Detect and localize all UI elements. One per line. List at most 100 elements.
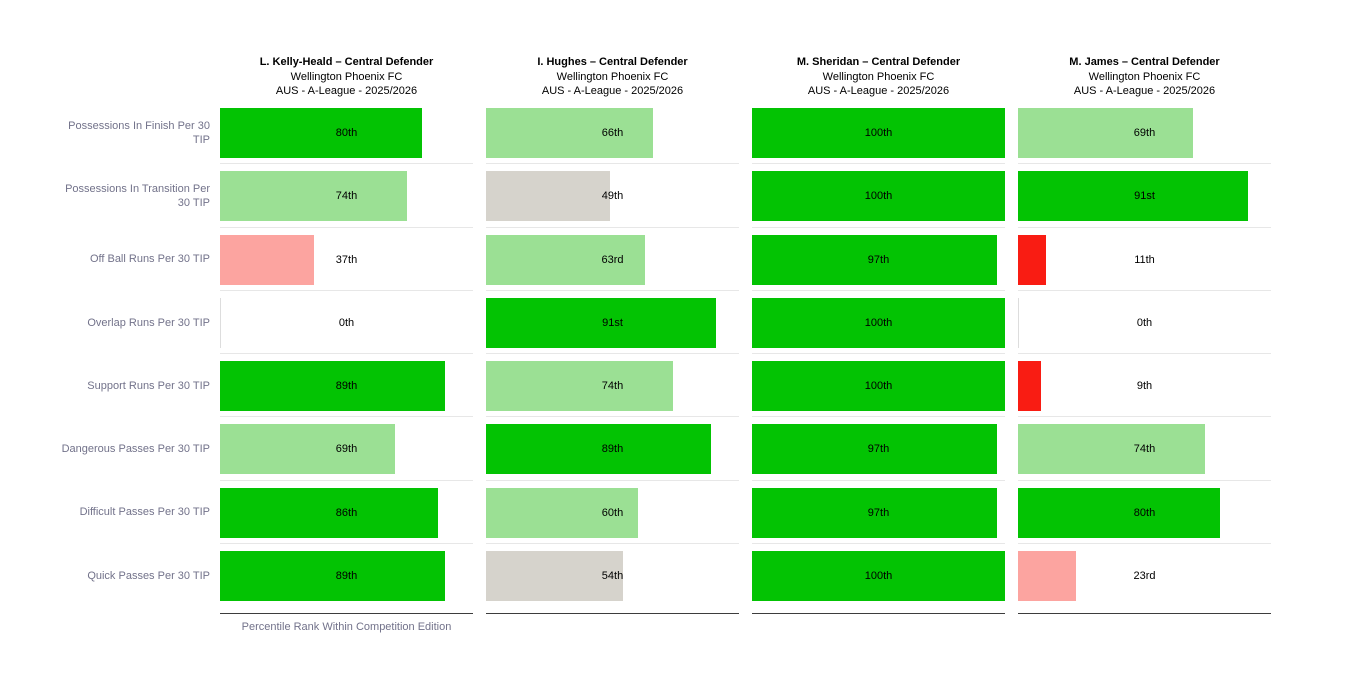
player-header: M. James – Central Defender Wellington P… bbox=[1018, 52, 1271, 101]
percentile-value-label: 49th bbox=[601, 190, 624, 203]
percentile-bar bbox=[486, 171, 610, 222]
bar-cell: 63rd bbox=[486, 228, 739, 291]
player-team: Wellington Phoenix FC bbox=[556, 70, 669, 83]
player-team: Wellington Phoenix FC bbox=[290, 70, 403, 83]
metric-label: Overlap Runs Per 30 TIP bbox=[0, 291, 210, 354]
percentile-value-label: 100th bbox=[864, 127, 893, 139]
player-name: L. Kelly-Heald – Central Defender bbox=[259, 56, 434, 68]
percentile-value-label: 80th bbox=[1133, 506, 1156, 519]
percentile-bar bbox=[486, 361, 674, 412]
bar-cell: 66th bbox=[486, 101, 739, 165]
bar-cell: 100th bbox=[752, 354, 1005, 418]
player-column: M. Sheridan – Central Defender Wellingto… bbox=[752, 52, 1005, 615]
header-spacer bbox=[0, 52, 210, 101]
bar-cell: 89th bbox=[220, 354, 473, 418]
percentile-value-label: 37th bbox=[335, 253, 358, 266]
percentile-value-label: 100th bbox=[864, 570, 893, 583]
percentile-value-label: 11th bbox=[1134, 253, 1155, 266]
percentile-value-label: 89th bbox=[601, 443, 624, 456]
percentile-value-label: 86th bbox=[335, 506, 358, 519]
percentile-value-label: 54th bbox=[601, 570, 624, 583]
x-axis-line bbox=[486, 613, 739, 615]
bar-cells: 80th 74th 37th 0th 89th 69th 86th 89th bbox=[220, 101, 473, 607]
metric-label-text: Dangerous Passes Per 30 TIP bbox=[61, 443, 210, 456]
percentile-bar bbox=[1018, 171, 1249, 222]
bar-cell: 9th bbox=[1018, 354, 1271, 418]
player-header: I. Hughes – Central Defender Wellington … bbox=[486, 52, 739, 101]
percentile-value-label: 0th bbox=[1136, 316, 1153, 329]
bar-cell: 91st bbox=[486, 291, 739, 355]
percentile-bar bbox=[1018, 234, 1046, 285]
percentile-bar bbox=[486, 424, 712, 475]
metric-label-text: Overlap Runs Per 30 TIP bbox=[87, 316, 210, 329]
metric-label: Support Runs Per 30 TIP bbox=[0, 354, 210, 417]
percentile-bar bbox=[1018, 361, 1041, 412]
bar-cell: 60th bbox=[486, 481, 739, 545]
bar-cells: 69th 91st 11th 0th 9th 74th 80th 23rd bbox=[1018, 101, 1271, 607]
percentile-bar bbox=[752, 108, 1005, 158]
metric-labels-column: Possessions In Finish Per 30 TIP Possess… bbox=[0, 52, 220, 607]
percentile-value-label: 91st bbox=[602, 316, 623, 329]
bar-cells: 100th 100th 97th 100th 100th 97th 97th 1… bbox=[752, 101, 1005, 607]
player-column: L. Kelly-Heald – Central Defender Wellin… bbox=[220, 52, 473, 615]
bar-cell: 0th bbox=[1018, 291, 1271, 355]
percentile-value-label: 97th bbox=[867, 443, 890, 456]
percentile-bar bbox=[486, 108, 653, 158]
bar-cell: 69th bbox=[1018, 101, 1271, 165]
bar-cell: 89th bbox=[220, 544, 473, 607]
percentile-value-label: 89th bbox=[335, 570, 358, 583]
percentile-bar bbox=[752, 487, 998, 538]
metric-label: Possessions In Finish Per 30 TIP bbox=[0, 101, 210, 164]
percentile-value-label: 97th bbox=[867, 253, 890, 266]
x-axis-line bbox=[1018, 613, 1271, 615]
x-axis-line bbox=[220, 613, 473, 615]
percentile-bar bbox=[220, 487, 438, 538]
percentile-bar bbox=[1018, 487, 1221, 538]
percentile-bar bbox=[486, 234, 646, 285]
percentile-value-label: 89th bbox=[335, 380, 358, 393]
percentile-bar bbox=[486, 487, 638, 538]
metric-label: Off Ball Runs Per 30 TIP bbox=[0, 228, 210, 291]
percentile-bar bbox=[220, 361, 446, 412]
percentile-bar bbox=[752, 297, 1005, 348]
bar-cell: 91st bbox=[1018, 164, 1271, 228]
metric-label: Quick Passes Per 30 TIP bbox=[0, 544, 210, 607]
percentile-value-label: 63rd bbox=[601, 253, 624, 266]
metric-label-text: Difficult Passes Per 30 TIP bbox=[79, 506, 210, 519]
percentile-value-label: 80th bbox=[335, 127, 358, 139]
metric-label-text: Possessions In Transition Per 30 TIP bbox=[65, 182, 210, 209]
bar-cell: 97th bbox=[752, 481, 1005, 545]
bar-cell: 74th bbox=[1018, 417, 1271, 481]
percentile-bar bbox=[752, 424, 998, 475]
percentile-value-label: 60th bbox=[601, 506, 624, 519]
player-team: Wellington Phoenix FC bbox=[822, 70, 935, 83]
bar-cell: 100th bbox=[752, 164, 1005, 228]
percentile-value-label: 74th bbox=[601, 380, 624, 393]
bar-cell: 0th bbox=[220, 291, 473, 355]
percentile-bar bbox=[752, 551, 1005, 602]
percentile-bar bbox=[220, 234, 314, 285]
player-competition: AUS - A-League - 2025/2026 bbox=[541, 85, 684, 97]
player-column: I. Hughes – Central Defender Wellington … bbox=[486, 52, 739, 615]
percentile-bar bbox=[752, 234, 998, 285]
x-axis-caption: Percentile Rank Within Competition Editi… bbox=[241, 621, 452, 633]
percentile-bar bbox=[486, 297, 717, 348]
bar-cell: 100th bbox=[752, 101, 1005, 165]
percentile-bar bbox=[752, 171, 1005, 222]
bar-cell: 97th bbox=[752, 417, 1005, 481]
bar-cell: 49th bbox=[486, 164, 739, 228]
player-header: M. Sheridan – Central Defender Wellingto… bbox=[752, 52, 1005, 101]
percentile-bar bbox=[1018, 424, 1206, 475]
percentile-bar bbox=[486, 551, 623, 602]
percentile-value-label: 91st bbox=[1134, 190, 1155, 203]
percentile-value-label: 100th bbox=[864, 190, 893, 203]
bar-cell: 74th bbox=[486, 354, 739, 418]
metric-label: Dangerous Passes Per 30 TIP bbox=[0, 417, 210, 480]
percentile-bar bbox=[220, 108, 423, 158]
percentile-value-label: 100th bbox=[864, 316, 893, 329]
bar-cells: 66th 49th 63rd 91st 74th 89th 60th 54th bbox=[486, 101, 739, 607]
player-name: M. Sheridan – Central Defender bbox=[796, 56, 961, 68]
percentile-bar bbox=[1018, 551, 1077, 602]
metric-label-text: Possessions In Finish Per 30 TIP bbox=[68, 119, 210, 146]
player-competition: AUS - A-League - 2025/2026 bbox=[807, 85, 950, 97]
